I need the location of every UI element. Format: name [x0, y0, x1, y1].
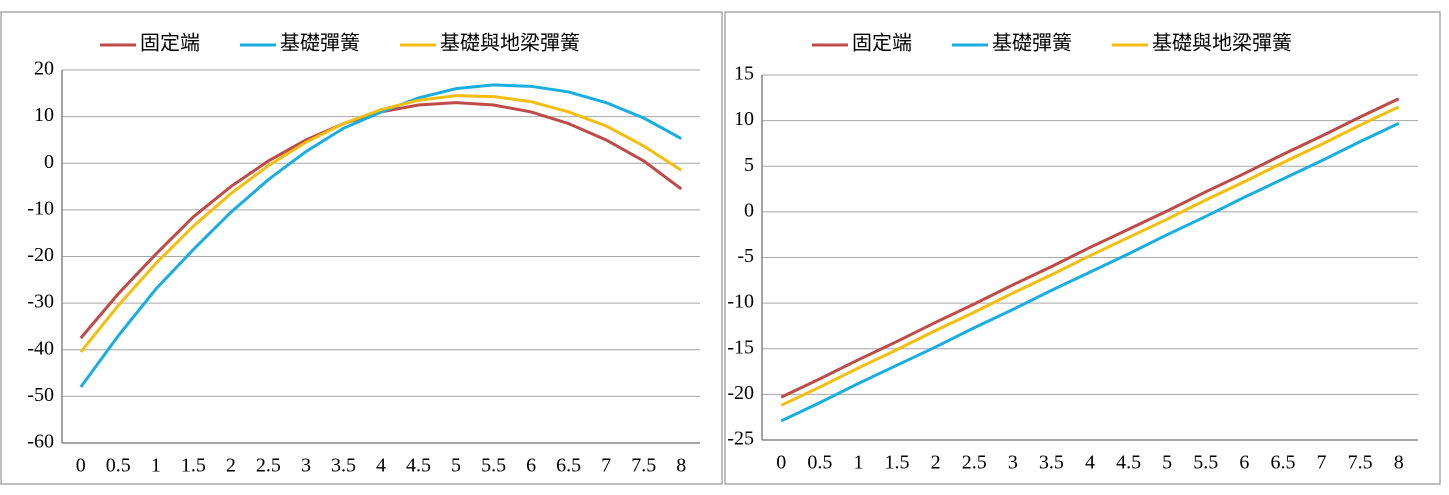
x-tick-label: 0.5	[106, 455, 131, 477]
x-tick-label: 3.5	[331, 455, 356, 477]
y-tick-label: -15	[727, 336, 754, 358]
x-tick-label: 0	[76, 455, 86, 477]
y-tick-label: -50	[27, 384, 54, 406]
x-tick-label: 5.5	[481, 455, 506, 477]
x-tick-label: 8	[676, 455, 686, 477]
x-tick-label: 4.5	[1116, 452, 1141, 474]
x-tick-label: 7	[1317, 452, 1327, 474]
series-line	[780, 122, 1400, 423]
x-tick-label: 1.5	[885, 452, 910, 474]
x-tick-label: 4	[1085, 452, 1095, 474]
x-tick-label: 4	[376, 455, 386, 477]
series-line	[780, 105, 1400, 407]
x-tick-label: 3	[301, 455, 311, 477]
y-tick-label: -20	[727, 382, 754, 404]
x-tick-label: 6.5	[1270, 452, 1295, 474]
x-tick-label: 2.5	[962, 452, 987, 474]
y-tick-label: -40	[27, 337, 54, 359]
y-tick-label: 15	[734, 63, 754, 85]
x-tick-label: 5.5	[1193, 452, 1218, 474]
legend-label: 基礎彈簧	[992, 32, 1072, 55]
x-tick-label: 5	[1162, 452, 1172, 474]
y-tick-label: -25	[727, 428, 754, 450]
x-tick-label: 2.5	[256, 455, 281, 477]
panel-border	[724, 11, 1441, 485]
x-tick-label: 3.5	[1039, 452, 1064, 474]
x-tick-label: 0.5	[807, 452, 832, 474]
legend-label: 基礎彈簧	[280, 32, 360, 55]
x-tick-label: 1	[151, 455, 161, 477]
y-tick-label: -60	[27, 431, 54, 453]
x-tick-label: 1.5	[181, 455, 206, 477]
y-tick-label: 0	[744, 199, 754, 221]
y-tick-label: 5	[744, 154, 754, 176]
y-tick-label: 10	[34, 104, 54, 126]
y-tick-label: -10	[27, 197, 54, 219]
series-line	[79, 83, 682, 388]
x-tick-label: 3	[1008, 452, 1018, 474]
x-tick-label: 8	[1394, 452, 1404, 474]
series-line	[780, 97, 1400, 399]
y-tick-label: -30	[27, 291, 54, 313]
x-tick-label: 7	[601, 455, 611, 477]
x-tick-label: 4.5	[406, 455, 431, 477]
panel-border	[0, 11, 723, 485]
y-tick-label: -10	[727, 291, 754, 313]
x-tick-label: 2	[226, 455, 236, 477]
series-line	[79, 94, 683, 354]
legend-label: 基礎與地梁彈簧	[440, 32, 580, 55]
legend-label: 固定端	[852, 32, 912, 55]
x-tick-label: 0	[776, 452, 786, 474]
y-tick-label: -5	[737, 245, 754, 267]
y-tick-label: 0	[44, 151, 54, 173]
y-tick-label: -20	[27, 244, 54, 266]
x-tick-label: 7.5	[631, 455, 656, 477]
legend-label: 固定端	[140, 32, 200, 55]
x-tick-label: 6	[526, 455, 536, 477]
y-tick-label: 10	[734, 108, 754, 130]
x-tick-label: 6.5	[556, 455, 581, 477]
x-tick-label: 6	[1239, 452, 1249, 474]
x-tick-label: 1	[853, 452, 863, 474]
x-tick-label: 5	[451, 455, 461, 477]
x-tick-label: 7.5	[1348, 452, 1373, 474]
y-tick-label: 20	[34, 58, 54, 80]
x-tick-label: 2	[931, 452, 941, 474]
legend-label: 基礎與地梁彈簧	[1152, 32, 1292, 55]
